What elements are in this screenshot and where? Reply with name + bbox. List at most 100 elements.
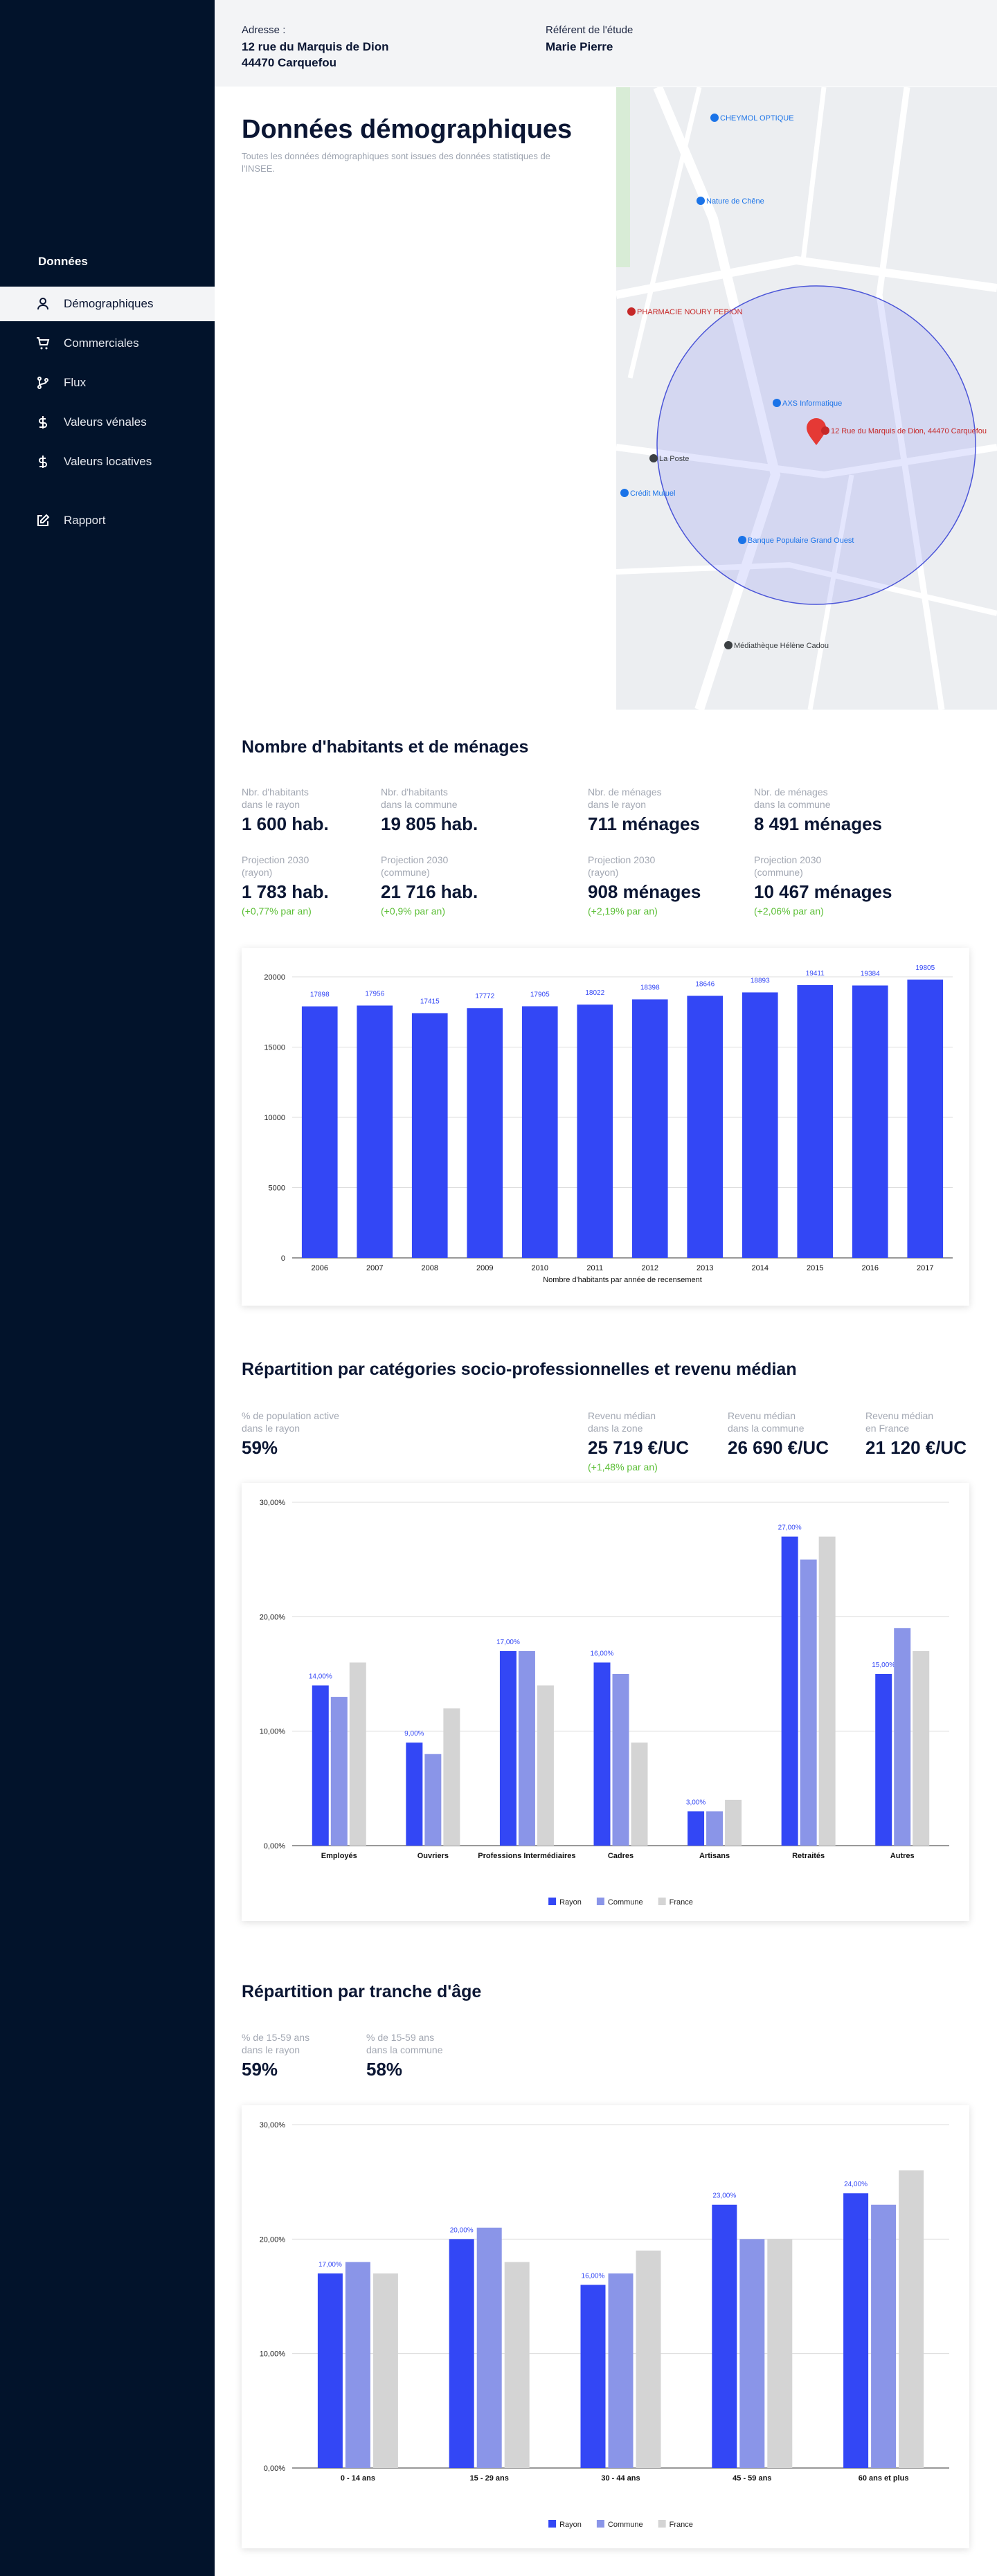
address-line: 44470 Carquefou	[242, 56, 336, 69]
stat-value: 10 467 ménages	[754, 881, 892, 902]
bar	[687, 996, 724, 1258]
sidebar: Données Démographiques Commerciales Flux…	[0, 0, 215, 2576]
map-poi	[710, 114, 719, 122]
address: 12 rue du Marquis de Dion 44470 Carquefo…	[242, 39, 389, 71]
bar	[852, 985, 888, 1258]
chart-card: 0 5000 10000 15000 20000 2006 17898 2007 17956 20…	[242, 948, 969, 1306]
referent: Marie Pierre	[546, 40, 613, 53]
bar	[406, 1742, 423, 1846]
bar	[612, 1674, 629, 1846]
bar	[843, 2193, 869, 2468]
stat: Nbr. de ménages dans la commune 8 491 ména…	[754, 786, 882, 835]
stat-label: dans la commune	[366, 2044, 443, 2055]
bar	[593, 1662, 611, 1846]
data-label: 16,00%	[591, 1650, 614, 1657]
page-title: Données démographiques	[242, 115, 573, 144]
x-tick-label: Cadres	[608, 1852, 634, 1860]
y-tick-label: 10000	[264, 1114, 285, 1122]
x-axis-label: Nombre d'habitants par année de recensem…	[543, 1276, 702, 1284]
nav-label: Commerciales	[64, 336, 139, 350]
x-tick-label: 2008	[422, 1264, 438, 1272]
data-label: 14,00%	[309, 1673, 332, 1681]
stat-label: en France	[865, 1423, 910, 1434]
legend-swatch	[596, 2520, 604, 2528]
stat-label: dans la zone	[588, 1423, 643, 1434]
x-tick-label: 2015	[807, 1264, 823, 1272]
chart: 0,00% 10,00% 20,00% 30,00% 0 - 14 ans 17,00% 1…	[260, 2121, 949, 2529]
bar	[577, 1005, 613, 1258]
nav-item[interactable]: Rapport	[0, 503, 215, 538]
bar	[499, 1650, 517, 1846]
data-label: 15,00%	[872, 1661, 895, 1669]
bar	[537, 1685, 554, 1846]
stat-value: 59%	[242, 2059, 278, 2080]
stat-growth: (+0,9% par an)	[381, 906, 445, 917]
sidebar-heading: Données	[38, 255, 88, 268]
stat-value: 1 783 hab.	[242, 881, 329, 902]
data-label: 16,00%	[582, 2272, 605, 2280]
stat-label: dans la commune	[754, 799, 831, 810]
bar	[797, 984, 834, 1258]
stat-value: 21 716 hab.	[381, 881, 478, 902]
bar	[894, 1628, 911, 1846]
x-tick-label: 2009	[476, 1264, 493, 1272]
map-label: CHEYMOL OPTIQUE	[720, 114, 794, 123]
x-tick-label: 30 - 44 ans	[601, 2474, 640, 2483]
nav-item[interactable]: Valeurs locatives	[0, 444, 215, 479]
stat: Projection 2030 (rayon) 1 783 hab. (+0,77% …	[242, 854, 329, 917]
map-poi	[821, 426, 829, 435]
address-line: 12 rue du Marquis de Dion	[242, 40, 389, 53]
x-tick-label: 2017	[917, 1264, 933, 1272]
legend-label: Commune	[608, 2521, 643, 2529]
x-tick-label: 0 - 14 ans	[341, 2474, 375, 2483]
stat: Nbr. d'habitants dans la commune 19 805 ha…	[381, 786, 478, 835]
data-label: 17,00%	[496, 1639, 520, 1646]
bar	[357, 1005, 393, 1258]
bar	[913, 1650, 930, 1846]
data-label: 24,00%	[844, 2181, 868, 2188]
data-label: 17905	[530, 991, 550, 999]
stat-label: Projection 2030	[381, 854, 449, 865]
stat-label: (rayon)	[242, 867, 273, 878]
stat: Nbr. de ménages dans le rayon 711 ménages	[588, 786, 700, 835]
stat-label: Projection 2030	[754, 854, 822, 865]
stat: Revenu médian dans la zone 25 719 €/UC (+1,…	[588, 1409, 689, 1472]
stat-label: Nbr. d'habitants	[381, 786, 448, 798]
y-tick-label: 15000	[264, 1044, 285, 1052]
x-tick-label: Professions Intermédiaires	[478, 1852, 575, 1860]
nav-item[interactable]: Commerciales	[0, 326, 215, 361]
data-label: 18646	[695, 980, 715, 988]
data-label: 20,00%	[450, 2226, 474, 2234]
nav-item[interactable]: Démographiques	[0, 287, 215, 321]
stat-value: 8 491 ménages	[754, 813, 883, 834]
nav-item[interactable]: Flux	[0, 366, 215, 400]
bar	[504, 2262, 530, 2468]
nav-item[interactable]: Valeurs vénales	[0, 405, 215, 440]
map[interactable]: CHEYMOL OPTIQUE Nature de Chêne PHARMACIE …	[616, 87, 997, 710]
bar	[411, 1013, 448, 1258]
stat: Projection 2030 (rayon) 908 ménages (+2,19%…	[588, 854, 701, 917]
data-label: 17,00%	[318, 2261, 342, 2269]
bar	[349, 1662, 366, 1846]
data-label: 19384	[861, 971, 880, 978]
bar	[871, 2204, 897, 2468]
stat-label: Projection 2030	[588, 854, 656, 865]
bar	[875, 1674, 892, 1846]
nav-label: Valeurs locatives	[64, 455, 152, 468]
header: Adresse : 12 rue du Marquis de Dion 4447…	[215, 0, 997, 87]
icon	[37, 377, 48, 389]
legend-swatch	[658, 2520, 666, 2528]
map-poi	[697, 197, 705, 205]
bar	[631, 1742, 648, 1846]
data-label: 17898	[310, 991, 330, 999]
stat-label: dans le rayon	[242, 799, 300, 810]
nav-label: Flux	[64, 376, 87, 389]
x-tick-label: 2011	[586, 1264, 603, 1272]
y-tick-label: 5000	[269, 1185, 285, 1193]
stat: Projection 2030 (commune) 21 716 hab. (+0,9…	[381, 854, 478, 917]
stat: Revenu médian en France 21 120 €/UC	[865, 1409, 967, 1459]
stat-label: Revenu médian	[588, 1410, 656, 1421]
y-tick-label: 10,00%	[260, 1728, 286, 1736]
chart-card: 0,00% 10,00% 20,00% 30,00% 0 - 14 ans 17,00% 1…	[242, 2105, 969, 2548]
x-tick-label: Autres	[890, 1852, 915, 1860]
